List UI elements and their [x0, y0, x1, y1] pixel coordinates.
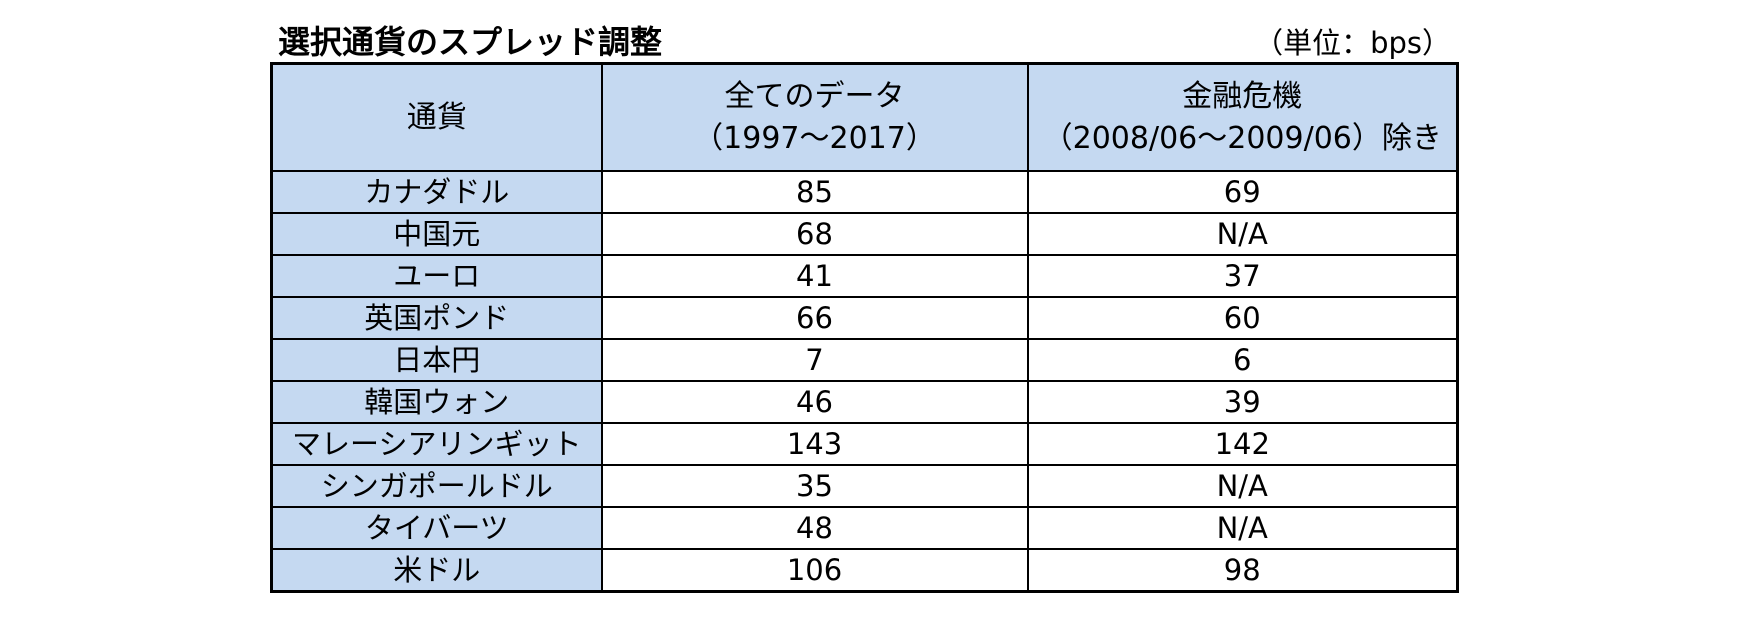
currency-cell: 日本円: [270, 338, 603, 382]
header-row: 通貨 全てのデータ （1997～2017） 金融危機 （2008/06～2009…: [270, 62, 1459, 172]
all-data-cell: 66: [600, 296, 1029, 340]
currency-cell: 中国元: [270, 212, 603, 256]
excl-crisis-cell: 69: [1026, 170, 1459, 214]
excl-crisis-cell: N/A: [1026, 506, 1459, 550]
all-data-cell: 85: [600, 170, 1029, 214]
excl-crisis-cell: 39: [1026, 380, 1459, 424]
table-row: タイバーツ 48 N/A: [270, 506, 1459, 550]
currency-cell: マレーシアリンギット: [270, 422, 603, 466]
table-row: シンガポールドル 35 N/A: [270, 464, 1459, 508]
header-all-data: 全てのデータ （1997～2017）: [600, 62, 1029, 172]
table-row: 英国ポンド 66 60: [270, 296, 1459, 340]
header-currency: 通貨: [270, 62, 603, 172]
all-data-cell: 41: [600, 254, 1029, 298]
table-row: 韓国ウォン 46 39: [270, 380, 1459, 424]
excl-crisis-cell: 98: [1026, 548, 1459, 593]
currency-cell: 米ドル: [270, 548, 603, 593]
header-all-data-line2: （1997～2017）: [693, 120, 936, 156]
excl-crisis-cell: N/A: [1026, 464, 1459, 508]
unit-label: （単位：bps）: [1254, 26, 1451, 60]
table-row: マレーシアリンギット 143 142: [270, 422, 1459, 466]
header-excl-crisis-line2: （2008/06～2009/06）除き: [1042, 120, 1442, 156]
table-row: 日本円 7 6: [270, 338, 1459, 382]
currency-cell: シンガポールドル: [270, 464, 603, 508]
header-all-data-line1: 全てのデータ: [724, 78, 905, 114]
excl-crisis-cell: 60: [1026, 296, 1459, 340]
header-currency-label: 通貨: [406, 99, 467, 135]
spread-table: 通貨 全てのデータ （1997～2017） 金融危機 （2008/06～2009…: [270, 62, 1459, 593]
all-data-cell: 143: [600, 422, 1029, 466]
all-data-cell: 35: [600, 464, 1029, 508]
all-data-cell: 46: [600, 380, 1029, 424]
excl-crisis-cell: 6: [1026, 338, 1459, 382]
all-data-cell: 68: [600, 212, 1029, 256]
header-excl-crisis-line1: 金融危機: [1182, 78, 1303, 114]
excl-crisis-cell: 37: [1026, 254, 1459, 298]
table-row: カナダドル 85 69: [270, 170, 1459, 214]
currency-cell: 英国ポンド: [270, 296, 603, 340]
excl-crisis-cell: N/A: [1026, 212, 1459, 256]
table-row: ユーロ 41 37: [270, 254, 1459, 298]
all-data-cell: 48: [600, 506, 1029, 550]
currency-cell: ユーロ: [270, 254, 603, 298]
table-row: 中国元 68 N/A: [270, 212, 1459, 256]
table-title: 選択通貨のスプレッド調整: [278, 23, 663, 61]
header-excl-crisis: 金融危機 （2008/06～2009/06）除き: [1026, 62, 1459, 172]
table-row: 米ドル 106 98: [270, 548, 1459, 593]
currency-cell: タイバーツ: [270, 506, 603, 550]
currency-cell: カナダドル: [270, 170, 603, 214]
currency-cell: 韓国ウォン: [270, 380, 603, 424]
all-data-cell: 106: [600, 548, 1029, 593]
excl-crisis-cell: 142: [1026, 422, 1459, 466]
all-data-cell: 7: [600, 338, 1029, 382]
